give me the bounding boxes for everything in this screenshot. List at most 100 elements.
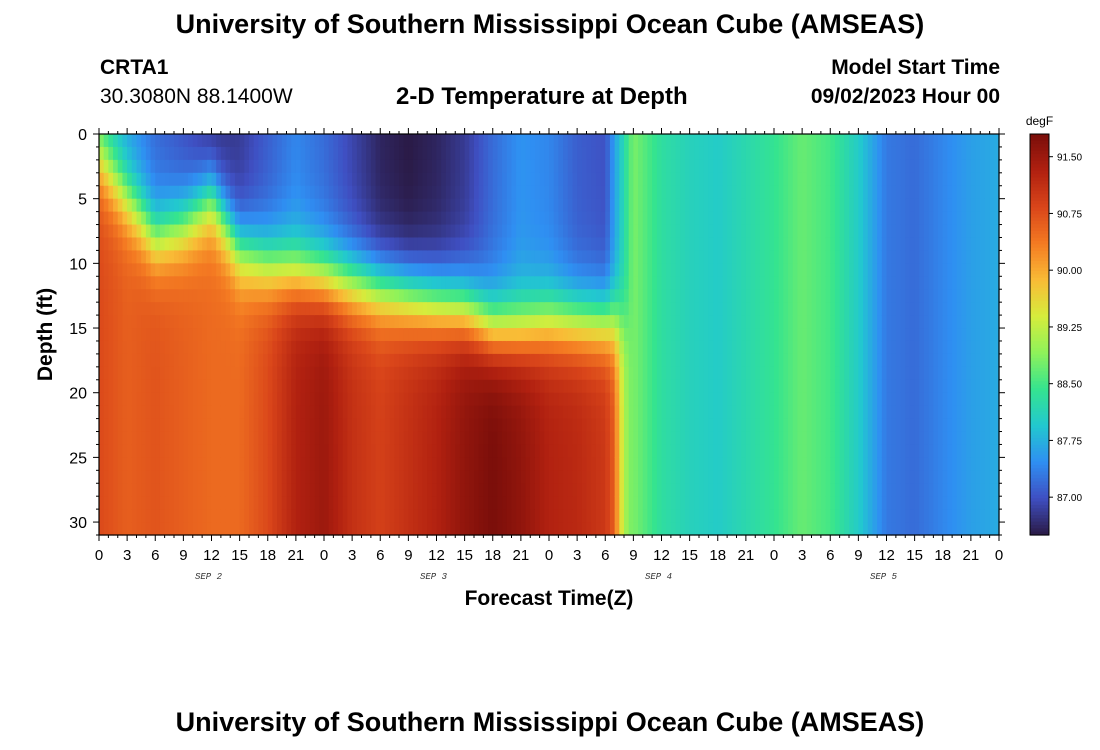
heatmap-cell	[591, 146, 597, 161]
heatmap-cell	[605, 340, 611, 355]
heatmap-cell	[253, 263, 259, 277]
heatmap-cell	[216, 159, 222, 174]
heatmap-cell	[286, 185, 292, 200]
heatmap-cell	[272, 418, 278, 433]
heatmap-cell	[609, 211, 616, 226]
heatmap-cell	[356, 366, 363, 381]
heatmap-cell	[666, 159, 672, 174]
heatmap-cell	[680, 392, 686, 407]
heatmap-cell	[99, 237, 105, 252]
heatmap-cell	[713, 172, 719, 187]
heatmap-cell	[834, 509, 841, 523]
heatmap-cell	[830, 198, 836, 213]
heatmap-cell	[600, 509, 606, 523]
heatmap-cell	[488, 276, 494, 290]
heatmap-cell	[549, 405, 555, 420]
heatmap-cell	[361, 431, 367, 446]
heatmap-cell	[249, 315, 255, 329]
heatmap-cell	[788, 224, 794, 239]
heatmap-cell	[230, 146, 236, 161]
heatmap-cell	[619, 392, 625, 407]
heatmap-cell	[300, 185, 306, 200]
heatmap-cell	[459, 496, 466, 510]
heatmap-cell	[792, 146, 799, 161]
heatmap-cell	[506, 483, 513, 497]
heatmap-cell	[844, 457, 850, 471]
heatmap-cell	[609, 340, 616, 355]
heatmap-cell	[478, 522, 484, 536]
heatmap-cell	[408, 315, 414, 329]
heatmap-cell	[197, 509, 203, 523]
heatmap-cell	[441, 509, 447, 523]
heatmap-cell	[553, 418, 559, 433]
heatmap-cell	[300, 250, 306, 264]
heatmap-cell	[314, 276, 320, 290]
heatmap-cell	[375, 276, 381, 290]
heatmap-cell	[534, 405, 541, 420]
heatmap-cell	[422, 263, 428, 277]
heatmap-cell	[464, 366, 470, 381]
heatmap-cell	[366, 302, 372, 316]
heatmap-cell	[633, 237, 639, 252]
heatmap-cell	[356, 302, 363, 316]
heatmap-cell	[413, 392, 419, 407]
heatmap-cell	[352, 496, 358, 510]
heatmap-cell	[642, 159, 649, 174]
heatmap-cell	[422, 457, 428, 471]
heatmap-cell	[741, 444, 747, 458]
heatmap-cell	[99, 159, 105, 174]
heatmap-cell	[483, 237, 489, 252]
heatmap-cell	[830, 146, 836, 161]
heatmap-cell	[206, 379, 213, 394]
heatmap-cell	[624, 418, 630, 433]
heatmap-cell	[319, 483, 325, 497]
heatmap-cell	[272, 276, 278, 290]
heatmap-cell	[652, 224, 658, 239]
heatmap-cell	[220, 496, 227, 510]
heatmap-cell	[389, 159, 395, 174]
heatmap-cell	[759, 392, 766, 407]
heatmap-cell	[328, 470, 334, 484]
heatmap-cell	[399, 224, 405, 239]
heatmap-cells	[99, 134, 1000, 536]
heatmap-cell	[680, 509, 686, 523]
heatmap-cell	[220, 328, 227, 342]
heatmap-cell	[384, 483, 391, 497]
heatmap-cell	[717, 224, 724, 239]
heatmap-cell	[670, 418, 677, 433]
heatmap-cell	[478, 470, 484, 484]
heatmap-cell	[136, 483, 142, 497]
heatmap-cell	[558, 522, 564, 536]
heatmap-cell	[502, 353, 508, 368]
heatmap-cell	[802, 496, 808, 510]
heatmap-cell	[553, 211, 559, 226]
heatmap-cell	[145, 392, 152, 407]
heatmap-cell	[642, 340, 649, 355]
heatmap-cell	[178, 353, 184, 368]
heatmap-cell	[567, 431, 574, 446]
heatmap-cell	[581, 379, 588, 394]
heatmap-cell	[834, 185, 841, 200]
heatmap-cell	[230, 431, 236, 446]
heatmap-cell	[624, 392, 630, 407]
heatmap-cell	[731, 159, 738, 174]
heatmap-cell	[699, 237, 705, 252]
heatmap-cell	[825, 328, 831, 342]
heatmap-cell	[534, 418, 541, 433]
heatmap-cell	[502, 211, 508, 226]
heatmap-cell	[159, 379, 166, 394]
heatmap-cell	[408, 340, 414, 355]
heatmap-cell	[769, 224, 775, 239]
heatmap-cell	[328, 340, 334, 355]
heatmap-cell	[361, 444, 367, 458]
heatmap-cell	[647, 237, 653, 252]
heatmap-cell	[188, 250, 194, 264]
heatmap-cell	[370, 315, 377, 329]
heatmap-cell	[155, 263, 161, 277]
heatmap-cell	[703, 211, 709, 226]
heatmap-cell	[375, 418, 381, 433]
heatmap-cell	[394, 159, 400, 174]
heatmap-cell	[389, 444, 395, 458]
heatmap-cell	[413, 522, 419, 536]
heatmap-cell	[413, 289, 419, 303]
